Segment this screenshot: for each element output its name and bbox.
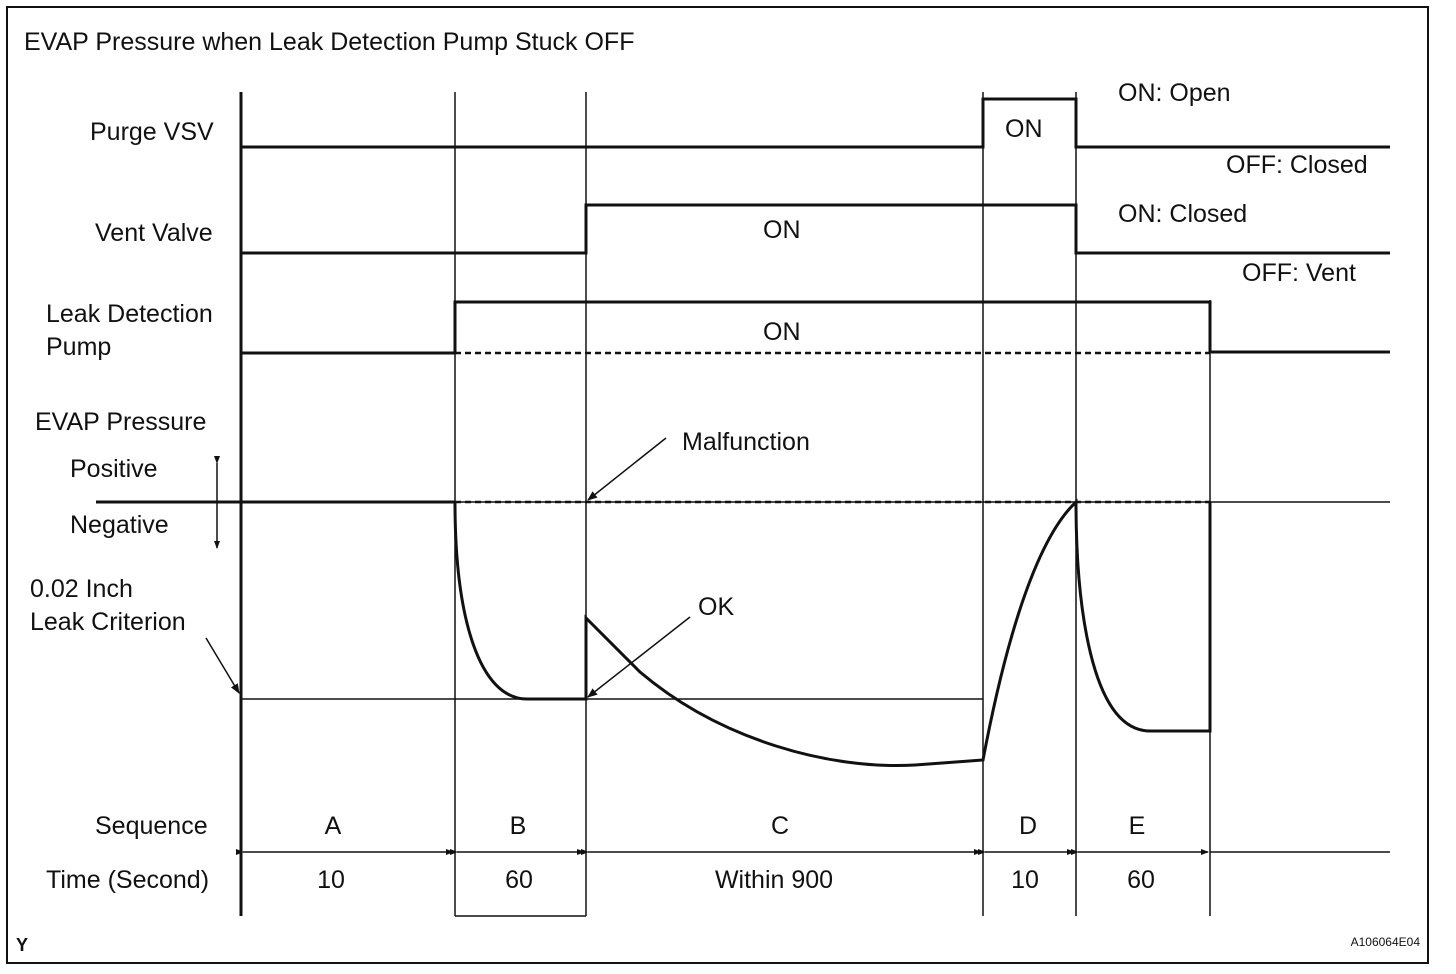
purge-vsv-label: Purge VSV <box>90 118 214 146</box>
criterion-pointer-arrow <box>205 637 240 694</box>
purge-on-note: ON: Open <box>1118 79 1231 107</box>
diagram-title: EVAP Pressure when Leak Detection Pump S… <box>24 28 634 56</box>
sequence-letter: E <box>1129 812 1146 840</box>
vent-on-note: ON: Closed <box>1118 200 1247 228</box>
vent-valve-signal <box>241 203 1390 255</box>
sequence-letter: D <box>1019 812 1037 840</box>
phase-e: E 60 <box>1071 812 1209 894</box>
sequence-letter: B <box>510 812 527 840</box>
negative-label: Negative <box>70 511 169 539</box>
phase-c: C Within 900 <box>581 812 982 894</box>
evap-pressure-label: EVAP Pressure <box>35 408 206 436</box>
pump-commanded-signal <box>241 300 1390 355</box>
pump-label-line1: Leak Detection <box>46 300 213 328</box>
time-label: Time (Second) <box>46 866 209 894</box>
phase-duration: 60 <box>505 866 533 894</box>
criterion-label-line2: Leak Criterion <box>30 608 186 636</box>
phase-duration: 10 <box>1011 866 1039 894</box>
sequence-letter: A <box>325 812 342 840</box>
purge-off-note: OFF: Closed <box>1226 151 1368 179</box>
phase-duration: 10 <box>317 866 345 894</box>
vent-off-note: OFF: Vent <box>1242 259 1356 287</box>
pump-on-label: ON <box>763 318 801 346</box>
ok-arrow <box>587 616 691 698</box>
sequence-letter: C <box>771 812 789 840</box>
corner-mark: Y <box>16 935 28 955</box>
phase-duration: Within 900 <box>715 866 833 894</box>
sequence-label: Sequence <box>95 812 208 840</box>
phase-d: D 10 <box>978 812 1075 894</box>
positive-label: Positive <box>70 455 158 483</box>
malfunction-annotation: Malfunction <box>682 428 810 456</box>
vent-on-label: ON <box>763 216 801 244</box>
phase-a: A 10 <box>236 812 454 894</box>
phase-b: B 60 <box>450 812 585 894</box>
phase-dividers <box>239 92 1211 917</box>
purge-vsv-signal <box>241 97 1390 149</box>
criterion-label-line1: 0.02 Inch <box>30 575 133 603</box>
ok-annotation: OK <box>698 593 734 621</box>
malfunction-arrow <box>587 437 667 501</box>
diagram-frame <box>6 6 1429 964</box>
phase-duration: 60 <box>1127 866 1155 894</box>
evap-pressure-curve <box>453 498 1212 768</box>
figure-id: A106064E04 <box>1351 935 1421 949</box>
purge-on-label: ON <box>1005 115 1043 143</box>
vent-valve-label: Vent Valve <box>95 219 213 247</box>
pump-label-line2: Pump <box>46 333 111 361</box>
